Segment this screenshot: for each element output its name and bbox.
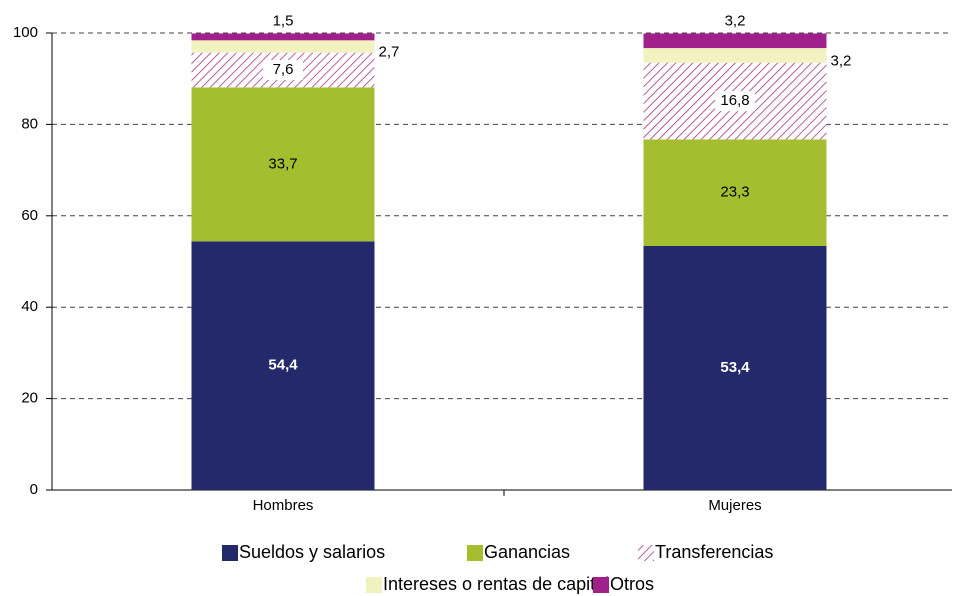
value-label: 3,2 xyxy=(831,52,852,69)
value-label: 16,8 xyxy=(720,92,749,109)
label-bg xyxy=(263,60,303,81)
value-label: 2,7 xyxy=(379,43,400,60)
value-label: 3,2 xyxy=(725,12,746,29)
legend-swatch xyxy=(366,577,382,593)
value-label: 7,6 xyxy=(273,61,294,78)
label-bg xyxy=(715,91,755,112)
bar-segment xyxy=(191,40,375,53)
x-tick-label: Mujeres xyxy=(708,497,761,514)
value-label: 23,3 xyxy=(720,184,749,201)
bar-segment xyxy=(643,245,827,490)
legend-label: Otros xyxy=(610,574,654,594)
legend-label: Transferencias xyxy=(655,542,773,562)
value-label: 1,5 xyxy=(273,12,294,29)
bar-segment xyxy=(643,139,827,246)
value-label: 33,7 xyxy=(268,155,297,172)
bar-segment xyxy=(191,87,375,242)
y-tick-label: 60 xyxy=(21,207,38,224)
legend-label: Sueldos y salarios xyxy=(239,542,385,562)
bar-segment xyxy=(643,48,827,63)
y-tick-label: 100 xyxy=(13,24,38,41)
y-tick-label: 80 xyxy=(21,115,38,132)
legend-swatch xyxy=(638,545,654,561)
legend-swatch xyxy=(593,577,609,593)
legend-label: Intereses o rentas de capital xyxy=(383,574,609,594)
y-tick-label: 20 xyxy=(21,390,38,407)
y-tick-label: 40 xyxy=(21,298,38,315)
value-label: 54,4 xyxy=(268,357,298,374)
bar-segment xyxy=(191,33,375,41)
bar-segment xyxy=(643,33,827,49)
legend-swatch xyxy=(222,545,238,561)
bar-segment xyxy=(191,241,375,490)
y-tick-label: 0 xyxy=(30,481,38,498)
x-tick-label: Hombres xyxy=(253,497,314,514)
value-label: 53,4 xyxy=(720,359,750,376)
legend-swatch xyxy=(467,545,483,561)
legend-label: Ganancias xyxy=(484,542,570,562)
